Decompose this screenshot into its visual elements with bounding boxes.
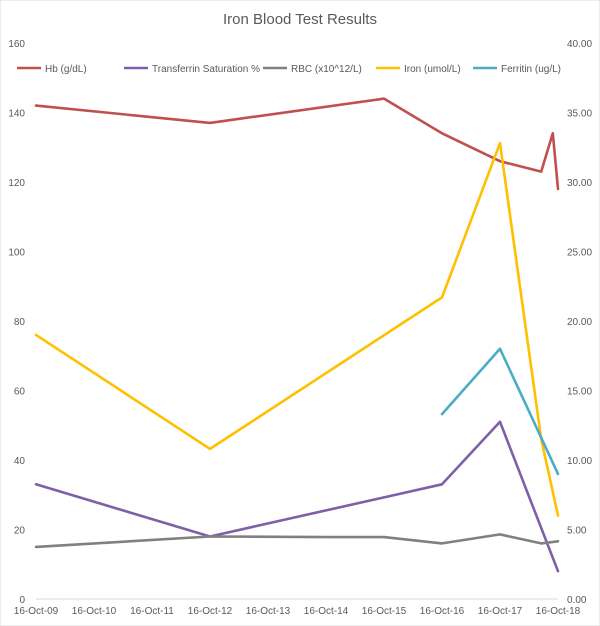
x-tick-label: 16-Oct-09 — [14, 606, 59, 617]
series-line-2 — [34, 533, 560, 549]
series-line-4 — [440, 347, 560, 476]
series-lines — [34, 97, 560, 573]
right-axis-ticks: 0.00 5.00 10.00 15.00 20.00 25.00 30.00 35.00 40… — [567, 39, 592, 606]
left-axis-ticks: 0 20 40 60 80 100 120 140 160 — [8, 39, 25, 606]
right-y-tick-label: 20.00 — [567, 317, 592, 328]
chart-title: Iron Blood Test Results — [223, 11, 377, 28]
right-y-tick-label: 30.00 — [567, 178, 592, 189]
legend-label: Transferrin Saturation % — [152, 64, 260, 75]
x-tick-label: 16-Oct-10 — [72, 606, 117, 617]
legend-label: RBC (x10^12/L) — [291, 64, 362, 75]
left-y-tick-label: 140 — [8, 109, 25, 120]
x-tick-label: 16-Oct-17 — [478, 606, 523, 617]
right-y-tick-label: 10.00 — [567, 456, 592, 467]
left-y-tick-label: 0 — [19, 595, 25, 606]
left-y-tick-label: 100 — [8, 248, 25, 259]
x-axis-ticks: 16-Oct-09 16-Oct-10 16-Oct-11 16-Oct-12 16-O… — [14, 606, 581, 617]
x-tick-label: 16-Oct-14 — [304, 606, 349, 617]
right-y-tick-label: 0.00 — [567, 595, 587, 606]
x-tick-label: 16-Oct-16 — [420, 606, 465, 617]
right-y-tick-label: 25.00 — [567, 248, 592, 259]
left-y-tick-label: 160 — [8, 39, 25, 50]
legend-label: Ferritin (ug/L) — [501, 64, 561, 75]
right-y-tick-label: 15.00 — [567, 387, 592, 398]
x-tick-label: 16-Oct-12 — [188, 606, 233, 617]
left-y-tick-label: 60 — [14, 387, 26, 398]
x-tick-label: 16-Oct-11 — [130, 606, 174, 617]
legend-label: Hb (g/dL) — [45, 64, 87, 75]
right-y-tick-label: 40.00 — [567, 39, 592, 50]
right-y-tick-label: 35.00 — [567, 109, 592, 120]
right-y-tick-label: 5.00 — [567, 526, 587, 537]
legend-label: Iron (umol/L) — [404, 64, 461, 75]
chart-legend: Hb (g/dL) Transferrin Saturation % RBC (x1… — [17, 64, 561, 75]
series-line-0 — [34, 97, 560, 191]
left-y-tick-label: 120 — [8, 178, 25, 189]
x-tick-label: 16-Oct-18 — [536, 606, 581, 617]
series-line-1 — [34, 420, 560, 573]
series-line-3 — [34, 141, 560, 517]
left-y-tick-label: 20 — [14, 526, 26, 537]
left-y-tick-label: 40 — [14, 456, 26, 467]
x-tick-label: 16-Oct-15 — [362, 606, 407, 617]
x-tick-label: 16-Oct-13 — [246, 606, 291, 617]
left-y-tick-label: 80 — [14, 317, 26, 328]
